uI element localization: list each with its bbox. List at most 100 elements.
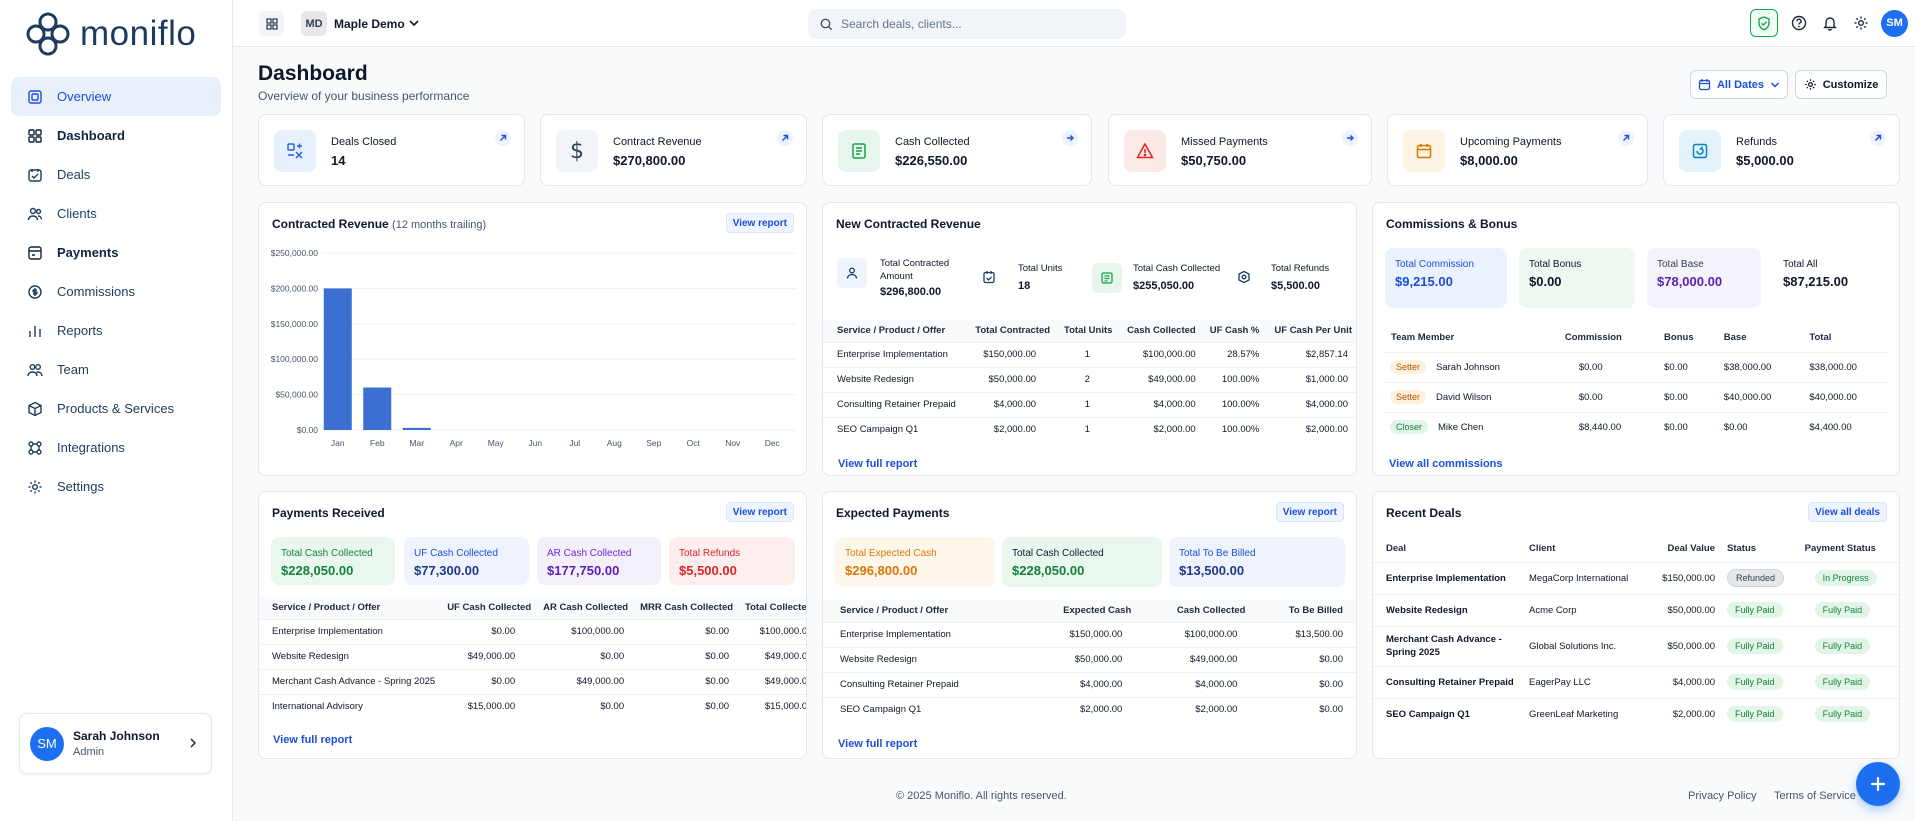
table-cell: $0.00 — [1658, 351, 1718, 382]
kpi-upcoming-payments[interactable]: Upcoming Payments $8,000.00 — [1387, 114, 1648, 186]
table-row[interactable]: Consulting Retainer Prepaid $4,000.00 $4… — [823, 671, 1356, 697]
bar-jan[interactable] — [323, 288, 352, 430]
page-subtitle: Overview of your business performance — [258, 89, 470, 103]
calendar-icon — [1403, 130, 1445, 172]
sidebar-item-integrations[interactable]: Integrations — [11, 428, 221, 467]
sidebar-item-overview[interactable]: Overview — [11, 77, 221, 116]
security-button[interactable] — [1750, 9, 1778, 37]
deal-name[interactable]: Enterprise Implementation — [1373, 561, 1523, 594]
arrow-up-right-icon[interactable] — [1618, 130, 1634, 146]
view-all-commissions-link[interactable]: View all commissions — [1389, 458, 1503, 470]
table-cell: 1 — [1056, 341, 1119, 367]
y-tick-label: $150,000.00 — [271, 319, 319, 329]
logo[interactable]: moniflo — [22, 8, 196, 60]
view-report-button[interactable]: View report — [725, 213, 794, 233]
add-button[interactable] — [1856, 762, 1900, 806]
org-badge[interactable]: MD — [301, 11, 327, 36]
sidebar-item-team[interactable]: Team — [11, 350, 221, 389]
kpi-contract-revenue[interactable]: $ Contract Revenue $270,800.00 — [540, 114, 807, 186]
x-tick-label: Feb — [370, 438, 385, 448]
table-row[interactable]: Setter David Wilson $0.00 $0.00 $40,000.0… — [1385, 381, 1889, 412]
sidebar-item-commissions[interactable]: Commissions — [11, 272, 221, 311]
table-row[interactable]: Website Redesign $49,000.00 $0.00 $0.00 … — [259, 643, 806, 669]
stat-label: Total Refunds — [1271, 263, 1330, 274]
table-row[interactable]: Merchant Cash Advance - Spring 2025 Glob… — [1373, 625, 1899, 666]
chevron-down-icon[interactable] — [408, 18, 420, 28]
sidebar-item-payments[interactable]: Payments — [11, 233, 221, 272]
notifications-button[interactable] — [1819, 12, 1841, 34]
sidebar-item-label: Reports — [57, 323, 103, 338]
view-full-report-link[interactable]: View full report — [838, 458, 918, 470]
sidebar-item-clients[interactable]: Clients — [11, 194, 221, 233]
sidebar-item-products-services[interactable]: Products & Services — [11, 389, 221, 428]
sidebar-user-card[interactable]: SM Sarah Johnson Admin — [19, 713, 212, 774]
arrow-up-right-icon[interactable] — [1870, 130, 1886, 146]
bar-feb[interactable] — [363, 387, 392, 430]
view-full-report-link[interactable]: View full report — [273, 734, 353, 746]
kpi-refunds[interactable]: Refunds $5,000.00 — [1663, 114, 1900, 186]
team-member-cell: Setter David Wilson — [1385, 381, 1559, 412]
sidebar-item-reports[interactable]: Reports — [11, 311, 221, 350]
kpi-deals-closed[interactable]: Deals Closed 14 — [258, 114, 525, 186]
view-full-report-link[interactable]: View full report — [838, 738, 918, 750]
search-input[interactable] — [841, 17, 1111, 31]
table-row[interactable]: International Advisory $15,000.00 $0.00 … — [259, 693, 806, 719]
x-tick-label: Jul — [569, 438, 580, 448]
sidebar-item-deals[interactable]: Deals — [11, 155, 221, 194]
table-row[interactable]: Merchant Cash Advance - Spring 2025 $0.0… — [259, 668, 806, 694]
arrow-right-icon[interactable] — [1062, 130, 1078, 146]
table-row[interactable]: SEO Campaign Q1 $2,000.00 1 $2,000.00 10… — [823, 416, 1356, 442]
column-header: Service / Product / Offer — [823, 600, 1024, 622]
table-row[interactable]: Enterprise Implementation $150,000.00 1 … — [823, 341, 1356, 367]
settings-button[interactable] — [1850, 12, 1872, 34]
deal-name[interactable]: Consulting Retainer Prepaid — [1373, 665, 1523, 698]
view-report-button[interactable]: View report — [725, 502, 794, 522]
help-button[interactable] — [1788, 12, 1810, 34]
deal-name[interactable]: SEO Campaign Q1 — [1373, 697, 1523, 730]
table-row[interactable]: Setter Sarah Johnson $0.00 $0.00 $38,000.… — [1385, 351, 1889, 382]
table-row[interactable]: Enterprise Implementation $150,000.00 $1… — [823, 621, 1356, 647]
table-row[interactable]: Closer Mike Chen $8,440.00 $0.00 $0.00 $4… — [1385, 411, 1889, 442]
table-cell: $2,000.00 — [1265, 416, 1356, 442]
arrow-up-right-icon[interactable] — [495, 130, 511, 146]
customize-button[interactable]: Customize — [1795, 70, 1887, 99]
search-bar[interactable] — [808, 9, 1126, 39]
table-row[interactable]: Enterprise Implementation MegaCorp Inter… — [1373, 561, 1899, 594]
sidebar-item-label: Settings — [57, 479, 104, 494]
date-filter-button[interactable]: All Dates — [1690, 70, 1788, 99]
status-cell: Fully Paid — [1721, 625, 1799, 666]
view-all-deals-button[interactable]: View all deals — [1808, 502, 1887, 522]
kpi-missed-payments[interactable]: Missed Payments $50,750.00 — [1108, 114, 1372, 186]
table-row[interactable]: Consulting Retainer Prepaid EagerPay LLC… — [1373, 665, 1899, 698]
deal-name[interactable]: Website Redesign — [1373, 593, 1523, 626]
user-avatar-button[interactable]: SM — [1881, 9, 1908, 37]
y-tick-label: $0.00 — [297, 425, 319, 435]
view-report-button[interactable]: View report — [1275, 502, 1344, 522]
stat-label: Total Cash Collected — [281, 548, 373, 559]
table-row[interactable]: Website Redesign $50,000.00 $49,000.00 $… — [823, 646, 1356, 672]
kpi-cash-collected[interactable]: Cash Collected $226,550.00 — [822, 114, 1092, 186]
org-switcher[interactable]: Maple Demo — [334, 17, 405, 31]
table-row[interactable]: Website Redesign Acme Corp $50,000.00 Fu… — [1373, 593, 1899, 626]
bar-mar[interactable] — [402, 427, 431, 430]
payments-icon — [28, 245, 42, 260]
sidebar-item-settings[interactable]: Settings — [11, 467, 221, 506]
terms-of-service-link[interactable]: Terms of Service — [1774, 790, 1856, 802]
table-row[interactable]: SEO Campaign Q1 $2,000.00 $2,000.00 $0.0… — [823, 696, 1356, 722]
deal-name[interactable]: Merchant Cash Advance - Spring 2025 — [1373, 625, 1523, 666]
arrow-up-right-icon[interactable] — [777, 130, 793, 146]
table-row[interactable]: SEO Campaign Q1 GreenLeaf Marketing $2,0… — [1373, 697, 1899, 730]
arrow-right-icon[interactable] — [1342, 130, 1358, 146]
sidebar-item-dashboard[interactable]: Dashboard — [11, 116, 221, 155]
table-cell: $0.00 — [537, 693, 635, 719]
table-row[interactable]: Consulting Retainer Prepaid $4,000.00 1 … — [823, 391, 1356, 417]
privacy-policy-link[interactable]: Privacy Policy — [1688, 790, 1757, 802]
table-row[interactable]: Website Redesign $50,000.00 2 $49,000.00… — [823, 366, 1356, 392]
app-switcher-button[interactable] — [259, 11, 284, 36]
table-cell: 100.00% — [1201, 416, 1266, 442]
table-cell: $4,400.00 — [1803, 411, 1889, 442]
table-cell: $100,000.00 — [1137, 621, 1252, 647]
kpi-value: $270,800.00 — [613, 153, 686, 168]
table-row[interactable]: Enterprise Implementation $0.00 $100,000… — [259, 618, 806, 644]
stat-label: Total Expected Cash — [845, 548, 937, 559]
